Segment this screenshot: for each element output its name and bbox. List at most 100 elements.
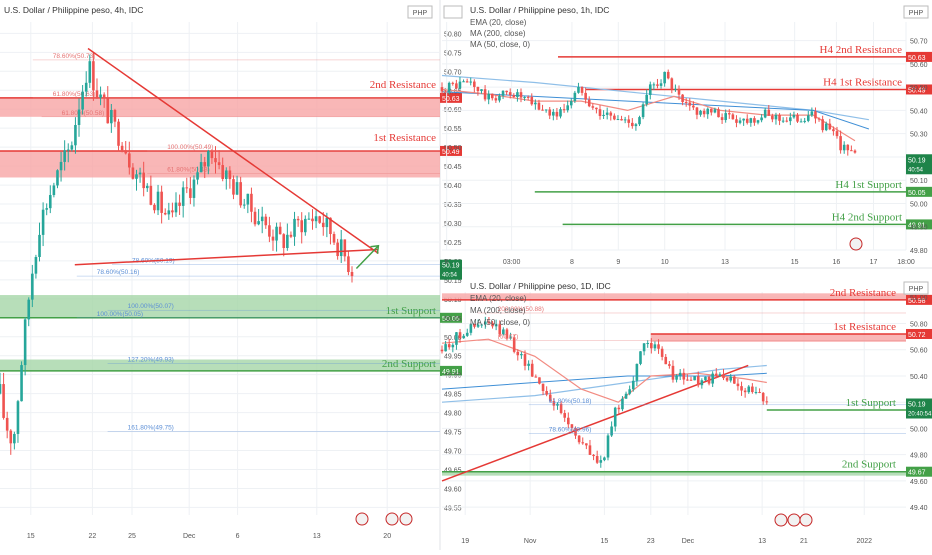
candle-body [56, 170, 59, 186]
y-axis-h1: 50.7050.6050.5050.4050.3050.2050.1050.00… [906, 39, 932, 255]
candle-body [595, 107, 598, 110]
candle-body [781, 120, 785, 122]
flag-icon[interactable] [849, 237, 863, 251]
y-tick-label: 49.60 [910, 479, 928, 486]
fib-label: 78.60%(49.96) [549, 427, 592, 434]
candle-body [440, 349, 444, 352]
candles-h4 [0, 52, 354, 455]
candle-body [110, 109, 113, 124]
y-tick-label: 50.30 [910, 132, 928, 139]
candle-body [483, 89, 487, 100]
candle-body [13, 433, 16, 444]
candle-body [480, 89, 483, 92]
price-badge-bg [906, 398, 932, 419]
candle-body [725, 378, 729, 381]
candle-body [810, 111, 814, 116]
candle-body [761, 392, 765, 402]
panel-d1: 2nd Resistance 50.98 1st Resistance 50.72 1s… [440, 281, 932, 545]
candle-body [0, 384, 2, 394]
legend-ma200-h1: MA (200, close) [470, 29, 526, 38]
candle-body [727, 113, 731, 115]
x-tick-label: 6 [445, 259, 449, 266]
trend-line [87, 47, 379, 254]
current-price-badge: 50.19 40:54 [906, 154, 932, 175]
candle-body [767, 109, 771, 116]
news-icon-group-d1[interactable] [774, 513, 813, 527]
fib-label: 61.80%(50.18) [549, 398, 592, 405]
ma50-line [441, 91, 870, 130]
candle-body [650, 343, 653, 349]
price-badge-bg [906, 154, 932, 175]
y-tick-label: 50.40 [444, 183, 462, 190]
candle-body [588, 445, 592, 455]
fib-label: 100.00%(50.07) [128, 303, 174, 310]
candle-body [462, 335, 465, 339]
candle-body [656, 84, 659, 86]
flag-icon[interactable] [799, 513, 813, 527]
level-price-tag-label: 50.05 [442, 316, 460, 323]
candle-body [339, 239, 343, 257]
y-tick-label: 50.45 [444, 164, 462, 171]
candle-body [131, 167, 135, 179]
candle-body [508, 92, 512, 96]
flag-icon[interactable] [774, 513, 788, 527]
news-icon-group-h4[interactable] [355, 512, 413, 526]
y-tick-label: 50.60 [910, 348, 928, 355]
y-tick-label: 50.80 [910, 321, 928, 328]
candle-body [569, 101, 573, 106]
settings-icon[interactable] [443, 5, 463, 19]
candle-body [760, 117, 763, 121]
candle-body [718, 374, 722, 376]
candle-body [77, 109, 81, 125]
flag-icon[interactable] [787, 513, 801, 527]
candle-body [135, 174, 138, 179]
candle-body [699, 110, 702, 115]
candle-body [538, 377, 541, 384]
candle-body [27, 299, 31, 320]
candle-body [203, 162, 207, 167]
y-tick-label: 50.00 [910, 426, 928, 433]
candle-body [570, 424, 574, 429]
candle-body [620, 119, 623, 121]
y-tick-label: 50.40 [910, 374, 928, 381]
candle-body [675, 375, 678, 380]
candle-body [704, 376, 707, 381]
candle-body [552, 111, 555, 116]
candle-body [16, 401, 20, 434]
candle-body [735, 119, 738, 123]
candle-body [751, 386, 754, 393]
y-tick-label: 50.15 [444, 278, 462, 285]
price-badge-value: 50.19 [908, 157, 926, 164]
candle-body [602, 114, 605, 116]
candle-body [329, 217, 332, 235]
flag-icon[interactable] [385, 512, 399, 526]
candle-body [713, 109, 717, 113]
candle-body [842, 144, 846, 151]
candle-body [278, 226, 282, 235]
candle-body [239, 182, 242, 206]
candle-body [66, 149, 70, 151]
level-label: H4 1st Resistance [823, 76, 902, 88]
x-tick-label: 21 [800, 538, 808, 545]
candle-body [512, 95, 516, 97]
level-label: 1st Resistance [833, 321, 896, 333]
candle-body [645, 94, 648, 105]
candle-body [347, 256, 350, 273]
level-label: H4 1st Support [835, 179, 902, 191]
candle-body [325, 217, 329, 228]
level-price-tag [906, 51, 932, 62]
candle-body [729, 376, 733, 381]
candle-body [444, 344, 447, 352]
candle-body [684, 102, 688, 104]
x-tick-label: 15 [601, 538, 609, 545]
x-tick-label: 15 [791, 259, 799, 266]
candle-body [235, 182, 239, 195]
candle-body [659, 83, 663, 86]
candle-body [696, 376, 700, 386]
flag-icon[interactable] [399, 512, 413, 526]
candle-body [613, 407, 617, 427]
flag-icon[interactable] [355, 512, 369, 526]
candle-body [689, 379, 693, 381]
candle-body [192, 179, 196, 198]
candle-body [494, 324, 498, 327]
